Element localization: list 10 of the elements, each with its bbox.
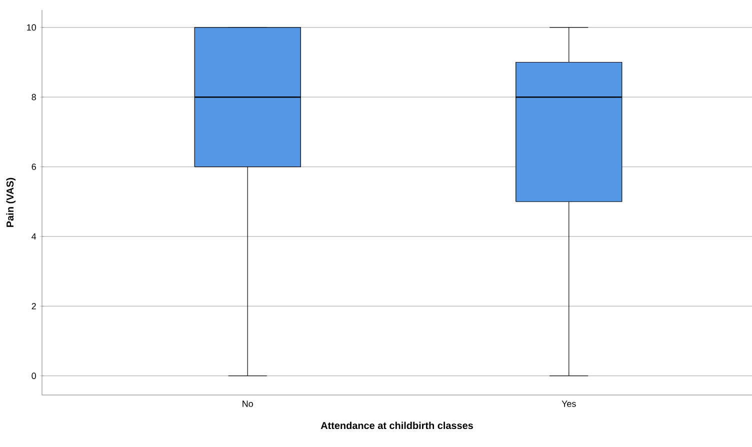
y-tick-label: 8 (32, 94, 36, 100)
y-tick-label: 0 (32, 372, 36, 380)
y-tick-label: 4 (32, 233, 36, 240)
y-tick-label: 6 (32, 164, 36, 170)
x-tick-label: No (242, 400, 253, 407)
y-tick-label: 2 (32, 303, 36, 310)
y-axis-title: Pain (VAS) (6, 178, 16, 227)
y-tick-label: 10 (27, 24, 36, 31)
x-axis-title: Attendance at childbirth classes (320, 422, 473, 430)
x-tick-label: Yes (562, 400, 576, 407)
